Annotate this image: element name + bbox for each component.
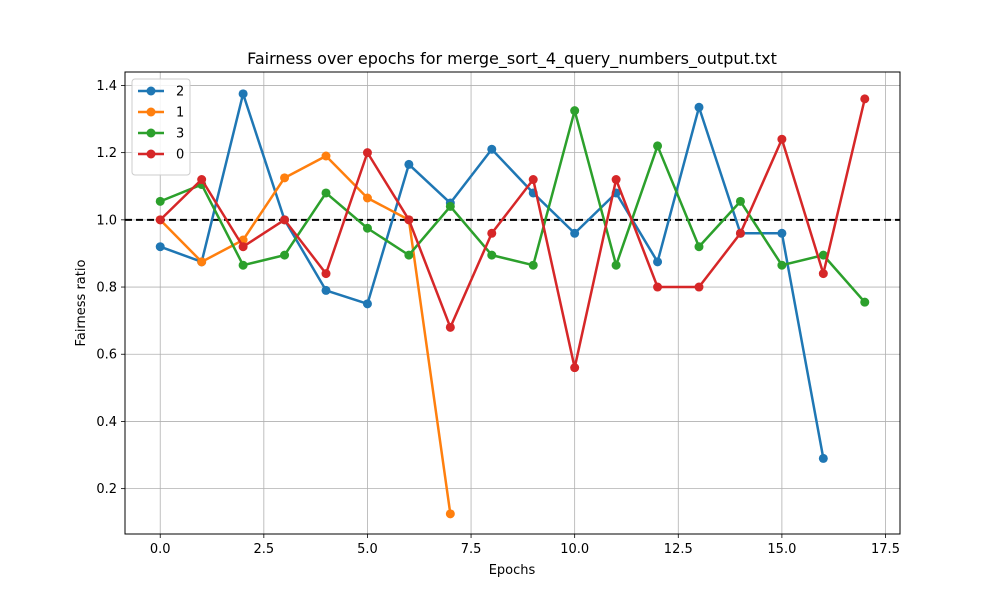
y-axis-title: Fairness ratio bbox=[74, 260, 89, 347]
y-tick-label: 0.2 bbox=[96, 482, 117, 497]
data-point bbox=[653, 282, 663, 292]
data-point bbox=[818, 250, 828, 260]
data-point bbox=[818, 453, 828, 463]
data-point bbox=[777, 134, 787, 144]
legend-label: 0 bbox=[176, 148, 184, 163]
legend-label: 2 bbox=[176, 85, 184, 100]
data-point bbox=[404, 159, 414, 169]
data-point bbox=[404, 215, 414, 225]
data-point bbox=[694, 282, 704, 292]
data-point bbox=[321, 269, 331, 279]
data-point bbox=[694, 242, 704, 252]
x-axis: 0.0 2.5 5.0 7.5 10.0 12.5 15.0 17.5 bbox=[150, 534, 900, 557]
data-point bbox=[362, 148, 372, 158]
legend-label: 3 bbox=[176, 127, 184, 142]
x-tick-label: 5.0 bbox=[357, 542, 378, 557]
data-point bbox=[653, 141, 663, 151]
data-point bbox=[280, 215, 290, 225]
data-point bbox=[777, 228, 787, 238]
data-point bbox=[155, 215, 165, 225]
data-point bbox=[735, 196, 745, 206]
series-line-0 bbox=[159, 98, 866, 369]
legend-swatch-marker bbox=[146, 107, 156, 117]
series-line-1 bbox=[159, 154, 452, 515]
series-group bbox=[155, 89, 870, 519]
data-point bbox=[570, 228, 580, 238]
data-point bbox=[445, 509, 455, 519]
data-point bbox=[653, 257, 663, 267]
y-tick-label: 1.4 bbox=[96, 79, 117, 94]
data-point bbox=[155, 196, 165, 206]
legend-swatch-marker bbox=[146, 128, 156, 138]
y-tick-label: 1.2 bbox=[96, 146, 117, 161]
legend-swatch-marker bbox=[146, 149, 156, 159]
data-point bbox=[818, 269, 828, 279]
data-point bbox=[694, 102, 704, 112]
data-point bbox=[197, 257, 207, 267]
data-point bbox=[404, 250, 414, 260]
series-3 bbox=[155, 106, 870, 307]
x-tick-label: 15.0 bbox=[767, 542, 796, 557]
data-point bbox=[280, 250, 290, 260]
data-point bbox=[735, 228, 745, 238]
data-point bbox=[321, 285, 331, 295]
x-tick-label: 7.5 bbox=[461, 542, 482, 557]
data-point bbox=[362, 299, 372, 309]
x-tick-label: 10.0 bbox=[560, 542, 589, 557]
series-line-3 bbox=[159, 109, 866, 303]
data-point bbox=[238, 89, 248, 99]
plot-frame bbox=[124, 71, 901, 535]
x-tick-label: 17.5 bbox=[871, 542, 900, 557]
x-tick-label: 12.5 bbox=[664, 542, 693, 557]
data-point bbox=[321, 188, 331, 198]
data-point bbox=[238, 242, 248, 252]
x-axis-title: Epochs bbox=[489, 563, 536, 578]
data-point bbox=[860, 297, 870, 307]
data-point bbox=[197, 175, 207, 185]
data-point bbox=[487, 144, 497, 154]
data-point bbox=[860, 94, 870, 104]
data-point bbox=[528, 175, 538, 185]
data-point bbox=[487, 250, 497, 260]
data-point bbox=[487, 228, 497, 238]
y-tick-label: 0.4 bbox=[96, 415, 117, 430]
data-point bbox=[362, 223, 372, 233]
data-point bbox=[362, 193, 372, 203]
data-point bbox=[611, 260, 621, 270]
data-point bbox=[445, 201, 455, 211]
data-point bbox=[611, 175, 621, 185]
y-axis: 0.2 0.4 0.6 0.8 1.0 1.2 1.4 bbox=[96, 79, 125, 497]
data-point bbox=[238, 260, 248, 270]
x-tick-label: 2.5 bbox=[253, 542, 274, 557]
data-point bbox=[321, 151, 331, 161]
legend-label: 1 bbox=[176, 106, 184, 121]
data-point bbox=[570, 106, 580, 116]
y-tick-label: 0.6 bbox=[96, 348, 117, 363]
y-tick-label: 1.0 bbox=[96, 213, 117, 228]
x-tick-label: 0.0 bbox=[150, 542, 171, 557]
data-point bbox=[528, 260, 538, 270]
data-point bbox=[155, 242, 165, 252]
data-point bbox=[445, 322, 455, 332]
data-point bbox=[570, 363, 580, 373]
legend-swatch-marker bbox=[146, 86, 156, 96]
chart-title: Fairness over epochs for merge_sort_4_qu… bbox=[247, 49, 777, 69]
series-0 bbox=[155, 94, 870, 373]
legend-box bbox=[131, 78, 191, 176]
legend: 2 1 3 0 bbox=[131, 78, 191, 176]
data-point bbox=[280, 173, 290, 183]
data-point bbox=[777, 260, 787, 270]
y-tick-label: 0.8 bbox=[96, 281, 117, 296]
